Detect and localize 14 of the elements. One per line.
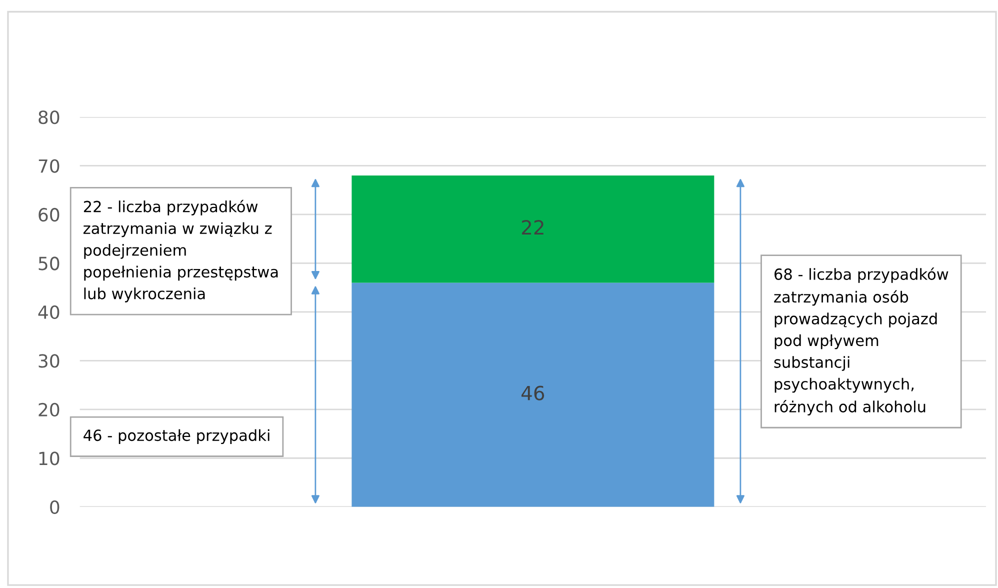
y-tick-label: 50 [38, 256, 60, 270]
y-tick-label: 30 [38, 354, 60, 368]
y-tick-label: 60 [38, 208, 60, 222]
y-tick-label: 40 [38, 305, 60, 320]
annotation: 68 - liczba przypadków zatrzymania osób prowadzących pojazd pod wpływem substancji psychoaktywnych, różnych od alkoholu [774, 268, 948, 416]
data-label: 22 [522, 220, 544, 234]
annotation: 46 - pozostałe przypadki [84, 429, 270, 444]
y-tick-label: 20 [38, 402, 60, 417]
y-tick-label: 80 [38, 110, 60, 124]
annotation: 22 - liczba przypadków zatrzymania w związku z podejrzeniem popełnienia przestępstwa lub wykroczenia [83, 200, 278, 302]
y-tick-label: 0 [50, 500, 60, 514]
y-tick-label: 10 [39, 452, 60, 466]
y-tick-label: 70 [38, 159, 60, 173]
data-label: 46 [522, 386, 544, 400]
